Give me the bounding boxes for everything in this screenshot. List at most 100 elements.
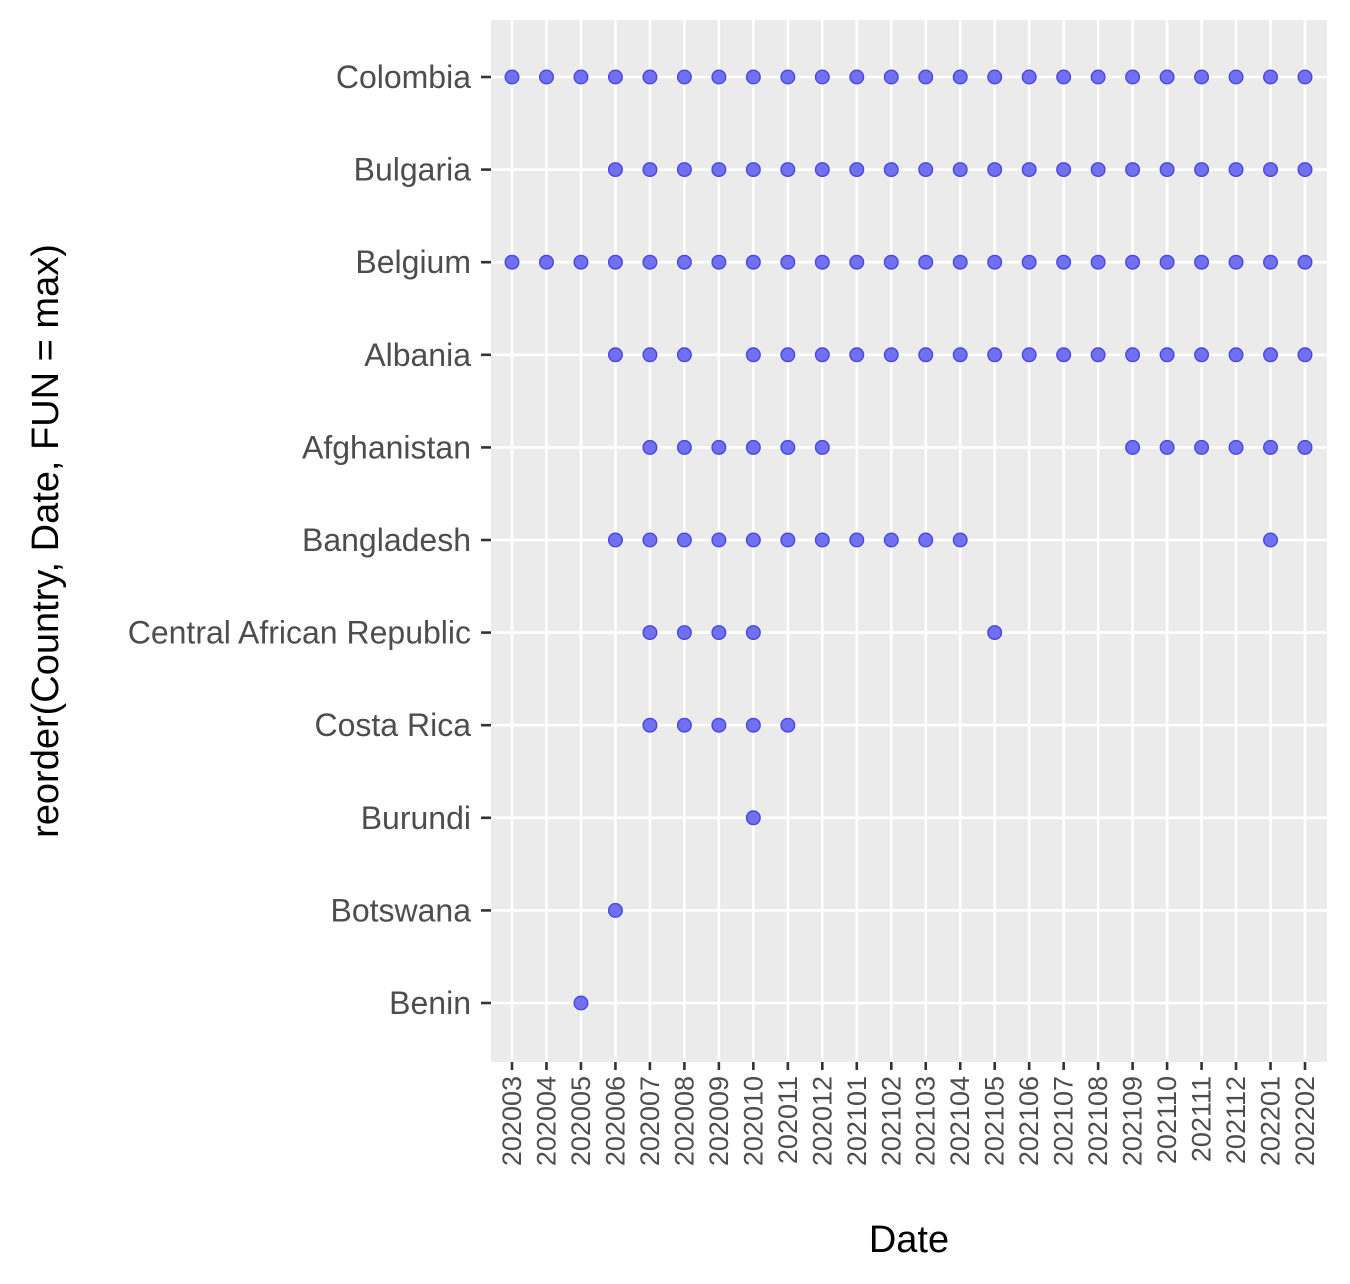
x-tick-label: 202011 <box>773 1076 803 1164</box>
data-point <box>1090 347 1106 363</box>
data-point <box>1159 439 1175 455</box>
data-point <box>1194 439 1210 455</box>
data-point <box>849 69 865 85</box>
data-point <box>814 532 830 548</box>
data-point <box>1056 69 1072 85</box>
x-tick-label: 202009 <box>704 1076 734 1166</box>
data-point <box>745 717 761 733</box>
data-point <box>918 254 934 270</box>
x-tick-label: 202006 <box>600 1076 630 1166</box>
data-point <box>745 69 761 85</box>
data-point <box>952 69 968 85</box>
data-point <box>1297 69 1313 85</box>
data-point <box>814 254 830 270</box>
data-point <box>1194 69 1210 85</box>
data-point <box>883 162 899 178</box>
data-point <box>952 532 968 548</box>
data-point <box>1263 162 1279 178</box>
data-point <box>1194 254 1210 270</box>
data-point <box>1263 347 1279 363</box>
y-axis-title: reorder(Country, Date, FUN = max) <box>25 244 67 838</box>
data-point <box>745 162 761 178</box>
data-point <box>780 532 796 548</box>
y-tick-label: Central African Republic <box>128 615 471 651</box>
data-point <box>676 625 692 641</box>
y-tick-label: Colombia <box>336 59 471 95</box>
data-point <box>1297 254 1313 270</box>
data-point <box>607 902 623 918</box>
data-point <box>1056 254 1072 270</box>
data-point <box>642 347 658 363</box>
x-tick-label: 202005 <box>566 1076 596 1166</box>
x-tick-label: 202012 <box>807 1076 837 1166</box>
data-point <box>814 162 830 178</box>
x-tick-label: 202111 <box>1187 1076 1217 1162</box>
data-point <box>642 532 658 548</box>
data-point <box>676 532 692 548</box>
data-point <box>745 347 761 363</box>
data-point <box>883 254 899 270</box>
data-point <box>1263 439 1279 455</box>
data-point <box>676 717 692 733</box>
x-tick-label: 202007 <box>635 1076 665 1166</box>
x-tick-label: 202106 <box>1014 1076 1044 1166</box>
data-point <box>780 347 796 363</box>
data-point <box>987 625 1003 641</box>
data-point <box>676 69 692 85</box>
data-point <box>573 254 589 270</box>
data-point <box>883 532 899 548</box>
data-point <box>573 69 589 85</box>
y-tick-label: Belgium <box>355 244 471 280</box>
y-tick-label: Bulgaria <box>354 152 472 188</box>
data-point <box>1159 162 1175 178</box>
x-tick-label: 202104 <box>945 1076 975 1166</box>
data-point <box>1125 439 1141 455</box>
data-point <box>1090 254 1106 270</box>
x-tick-label: 202110 <box>1152 1076 1182 1164</box>
data-point <box>1159 69 1175 85</box>
data-point <box>780 717 796 733</box>
y-tick-label: Afghanistan <box>302 429 471 465</box>
data-point <box>1125 69 1141 85</box>
data-point <box>1228 162 1244 178</box>
data-point <box>538 254 554 270</box>
data-point <box>1021 254 1037 270</box>
data-point <box>1021 162 1037 178</box>
data-point <box>607 532 623 548</box>
x-tick-label: 202102 <box>876 1076 906 1166</box>
data-point <box>642 439 658 455</box>
data-point <box>642 254 658 270</box>
data-point <box>607 69 623 85</box>
data-point <box>883 69 899 85</box>
data-point <box>814 439 830 455</box>
data-point <box>1228 439 1244 455</box>
data-point <box>711 69 727 85</box>
data-point <box>849 254 865 270</box>
data-point <box>642 717 658 733</box>
data-point <box>676 254 692 270</box>
x-tick-label: 202201 <box>1256 1076 1286 1166</box>
data-point <box>1297 162 1313 178</box>
data-point <box>676 162 692 178</box>
data-point <box>1159 254 1175 270</box>
data-point <box>1159 347 1175 363</box>
data-point <box>1228 254 1244 270</box>
y-tick-label: Bangladesh <box>302 522 471 558</box>
x-tick-label: 202112 <box>1221 1076 1251 1164</box>
data-point <box>676 439 692 455</box>
y-tick-labels: Colombia Bulgaria Belgium Albania Afghanista… <box>128 59 471 1021</box>
data-point <box>745 532 761 548</box>
data-point <box>745 625 761 641</box>
y-tick-label: Benin <box>389 985 471 1021</box>
data-point <box>504 254 520 270</box>
data-point <box>918 162 934 178</box>
data-point <box>1056 162 1072 178</box>
data-point <box>504 69 520 85</box>
x-axis-title: Date <box>869 1219 949 1261</box>
data-point <box>780 254 796 270</box>
data-point <box>1297 439 1313 455</box>
data-point <box>1194 347 1210 363</box>
data-point <box>1125 347 1141 363</box>
data-point <box>952 162 968 178</box>
